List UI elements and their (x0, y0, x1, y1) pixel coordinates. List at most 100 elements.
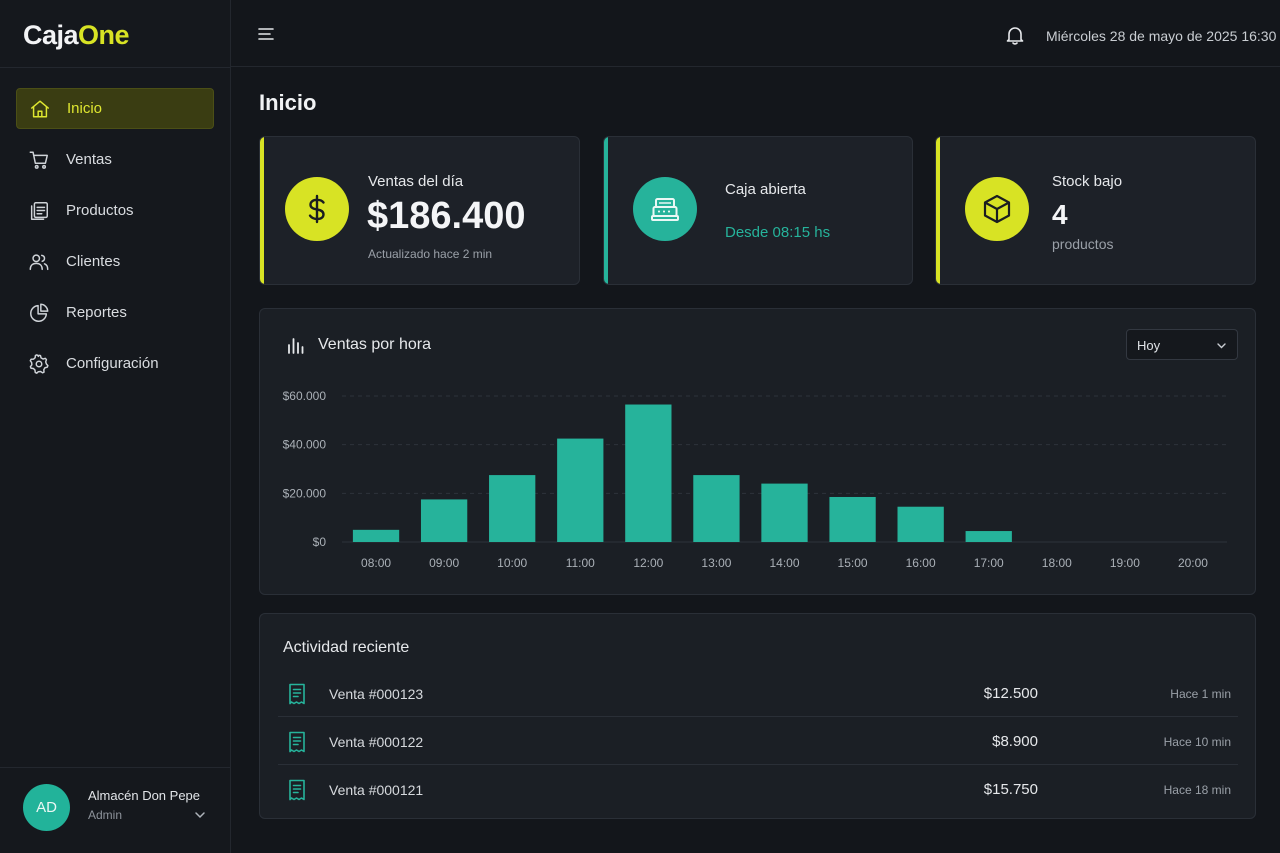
x-tick-label: 15:00 (838, 556, 868, 570)
cart-icon (29, 150, 48, 169)
activity-row[interactable]: Venta #000122 $8.900 Hace 10 min (278, 717, 1238, 765)
y-tick-label: $60.000 (283, 389, 327, 403)
activity-time: Hace 10 min (1163, 735, 1231, 749)
sidebar-item-reportes[interactable]: Reportes (16, 292, 214, 333)
sidebar-item-label: Clientes (66, 253, 121, 270)
card-label: Stock bajo (1052, 173, 1123, 190)
range-select[interactable]: Hoy (1126, 329, 1238, 360)
chart-bar[interactable] (420, 499, 468, 542)
user-profile[interactable]: AD Almacén Don Pepe Admin (0, 767, 230, 853)
bar-chart: $0 $20.000 $40.000 $60.000 08:00 09:00 10:00 11… (283, 389, 1227, 570)
chevron-down-icon (1217, 343, 1226, 349)
chart-bar[interactable] (829, 496, 876, 542)
chart-bar[interactable] (693, 475, 740, 542)
chart-title: Ventas por hora (318, 336, 431, 353)
x-tick-label: 16:00 (906, 556, 936, 570)
user-name: Almacén Don Pepe (88, 788, 201, 803)
range-select-value: Hoy (1137, 338, 1161, 353)
x-tick-label: 20:00 (1178, 556, 1208, 570)
sidebar-item-label: Ventas (66, 151, 112, 168)
box-icon (965, 177, 1029, 241)
activity-amount: $12.500 (983, 685, 1038, 702)
card-label: Caja abierta (725, 181, 806, 198)
bell-icon[interactable] (1005, 25, 1025, 45)
card-accent-bar (604, 137, 608, 284)
avatar: AD (23, 784, 70, 831)
chart-bar[interactable] (965, 531, 1012, 542)
sidebar-item-inicio[interactable]: Inicio (16, 88, 214, 129)
x-tick-label: 08:00 (361, 556, 391, 570)
x-tick-label: 13:00 (701, 556, 731, 570)
bar-chart-icon (288, 338, 304, 354)
activity-name: Venta #000121 (329, 782, 424, 798)
card-accent-bar (936, 137, 940, 284)
sidebar-item-ventas[interactable]: Ventas (16, 139, 214, 180)
x-tick-label: 17:00 (974, 556, 1004, 570)
page-title: Inicio (259, 90, 317, 115)
activity-amount: $15.750 (983, 781, 1038, 798)
sidebar-item-configuracion[interactable]: Configuración (16, 343, 214, 384)
logo-text-caja: Caja (23, 20, 79, 50)
sidebar: CajaOne Inicio Ventas Productos Clientes… (0, 0, 231, 853)
sidebar-item-label: Configuración (66, 355, 159, 372)
sales-by-hour-panel: Ventas por hora Hoy $0 $20.000 $40.000 $60.… (259, 308, 1256, 595)
sidebar-item-label: Reportes (66, 304, 127, 321)
chart-bar[interactable] (557, 438, 604, 542)
app-logo[interactable]: CajaOne (23, 20, 130, 51)
card-sales-today: Ventas del día $186.400 Actualizado hace… (259, 136, 580, 285)
activity-row[interactable]: Venta #000121 $15.750 Hace 18 min (278, 765, 1238, 813)
gear-icon (29, 353, 49, 374)
card-low-stock: Stock bajo 4 productos (935, 136, 1256, 285)
dollar-icon (285, 177, 349, 241)
x-tick-label: 12:00 (633, 556, 663, 570)
card-subtitle: productos (1052, 236, 1114, 252)
sidebar-item-label: Inicio (67, 100, 103, 117)
card-value: $186.400 (367, 195, 526, 237)
users-icon (29, 253, 49, 270)
activity-name: Venta #000122 (329, 734, 424, 750)
pie-chart-icon (30, 303, 49, 322)
x-tick-label: 18:00 (1042, 556, 1072, 570)
activity-amount: $8.900 (992, 733, 1038, 750)
x-tick-label: 14:00 (769, 556, 799, 570)
chart-bar[interactable] (625, 404, 672, 542)
x-tick-label: 09:00 (429, 556, 459, 570)
y-tick-label: $40.000 (283, 438, 327, 452)
x-tick-label: 11:00 (566, 556, 595, 570)
x-tick-label: 19:00 (1110, 556, 1140, 570)
card-value: 4 (1052, 199, 1068, 230)
activity-name: Venta #000123 (329, 686, 424, 702)
activity-time: Hace 18 min (1163, 783, 1231, 797)
cash-register-icon (633, 177, 697, 241)
products-icon (30, 201, 48, 220)
y-tick-label: $0 (313, 535, 327, 549)
card-label: Ventas del día (368, 173, 464, 190)
chart-bar[interactable] (897, 506, 944, 542)
card-subtitle: Actualizado hace 2 min (368, 247, 493, 261)
sidebar-item-clientes[interactable]: Clientes (16, 241, 214, 282)
sidebar-nav: Inicio Ventas Productos Clientes Reporte… (16, 88, 214, 394)
activity-title: Actividad reciente (283, 639, 410, 656)
card-subtitle: Desde 08:15 hs (725, 224, 831, 241)
receipt-icon (289, 683, 305, 705)
menu-icon[interactable] (258, 26, 274, 42)
chart-bar[interactable] (352, 529, 400, 542)
divider (0, 67, 230, 68)
topbar: Miércoles 28 de mayo de 2025 16:30 (231, 0, 1280, 67)
chevron-down-icon[interactable] (193, 808, 207, 822)
receipt-icon (289, 779, 305, 801)
user-role: Admin (88, 808, 123, 822)
activity-row[interactable]: Venta #000123 $12.500 Hace 1 min (278, 669, 1238, 717)
y-tick-label: $20.000 (283, 486, 327, 500)
receipt-icon (289, 731, 305, 753)
card-register-open: Caja abierta Desde 08:15 hs (603, 136, 913, 285)
sidebar-item-label: Productos (66, 202, 134, 219)
recent-activity-panel: Actividad reciente Venta #000123 $12.500… (259, 613, 1256, 819)
card-accent-bar (260, 137, 264, 284)
chart-bar[interactable] (489, 475, 536, 542)
x-tick-label: 10:00 (497, 556, 527, 570)
sidebar-item-productos[interactable]: Productos (16, 190, 214, 231)
home-icon (31, 99, 49, 118)
chart-bar[interactable] (761, 483, 808, 542)
activity-time: Hace 1 min (1170, 687, 1231, 701)
